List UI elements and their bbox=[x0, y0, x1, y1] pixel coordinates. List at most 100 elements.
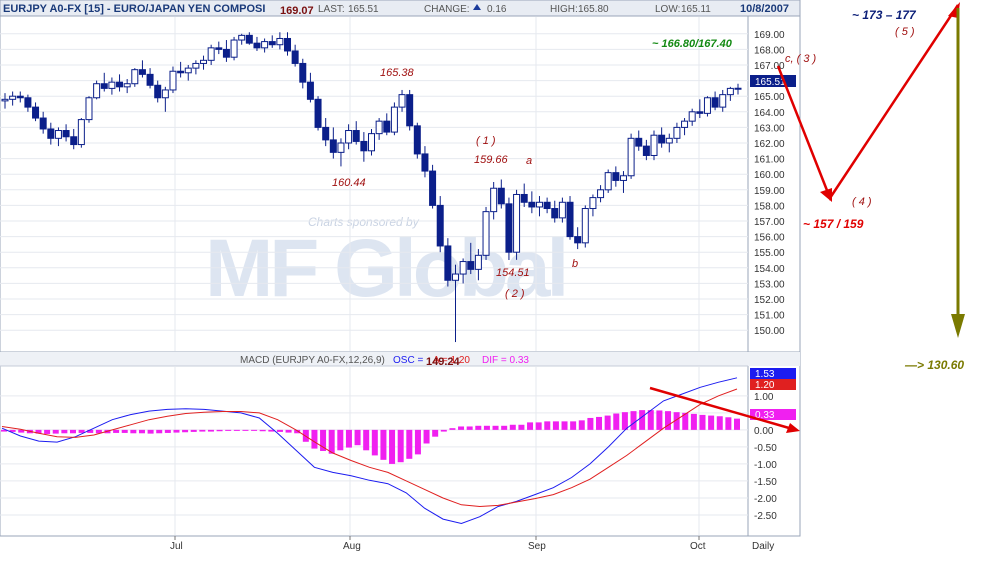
macd-y-tick-label: -1.00 bbox=[754, 460, 777, 471]
annotation-low-149: 149.24 bbox=[426, 356, 461, 368]
macd-y-tick-label: 0.00 bbox=[754, 426, 774, 437]
candle-down bbox=[100, 83, 108, 89]
price-annotations: 169.07 149.24 ~ 166.80/167.40 165.38 160… bbox=[280, 5, 817, 368]
candle-down bbox=[138, 69, 146, 75]
annotation-wave-b: b bbox=[572, 258, 578, 270]
low-label: LOW: bbox=[655, 4, 680, 15]
candle-up bbox=[581, 208, 589, 244]
last-price-tag: 165.51 bbox=[750, 75, 796, 88]
macd-divergence-arrow-icon bbox=[786, 423, 800, 433]
candle-up bbox=[673, 126, 681, 139]
watermark-sponsor-text: Charts sponsored by bbox=[308, 215, 420, 229]
annotation-wave-1: ( 1 ) bbox=[476, 135, 496, 147]
candle-up bbox=[230, 39, 238, 58]
candle-down bbox=[314, 98, 322, 128]
macd-a-label: A = 1.20 bbox=[433, 355, 470, 366]
macd-histogram-bar bbox=[207, 429, 214, 432]
candle-down bbox=[543, 201, 551, 210]
macd-histogram-bar bbox=[52, 429, 59, 434]
macd-histogram-bar bbox=[156, 429, 163, 434]
macd-tag-background bbox=[750, 368, 796, 379]
macd-histogram-bar bbox=[475, 425, 482, 430]
candle-up bbox=[54, 130, 62, 139]
change-label: CHANGE: bbox=[424, 4, 470, 15]
macd-histogram-bar bbox=[320, 429, 327, 451]
macd-y-tick-label: -2.00 bbox=[754, 494, 777, 505]
candle-up bbox=[597, 189, 605, 199]
macd-histogram-bar bbox=[432, 429, 439, 437]
price-y-tick-label: 152.00 bbox=[754, 295, 785, 306]
price-y-tick-label: 167.00 bbox=[754, 61, 785, 72]
macd-histogram-bar bbox=[673, 412, 680, 430]
macd-histogram-bar bbox=[552, 421, 559, 430]
macd-histogram-bar bbox=[734, 418, 740, 430]
macd-histogram-bar bbox=[501, 425, 508, 430]
candle-down bbox=[658, 134, 666, 144]
price-y-tick-label: 168.00 bbox=[754, 45, 785, 56]
macd-histogram-bar bbox=[9, 429, 16, 432]
macd-histogram-bar bbox=[423, 429, 430, 444]
osc-tag-background bbox=[750, 409, 796, 420]
candle-down bbox=[215, 47, 223, 50]
price-y-tick-label: 160.00 bbox=[754, 170, 785, 181]
candle-down bbox=[222, 48, 230, 58]
signal-tag-background bbox=[750, 379, 796, 390]
candle-down bbox=[154, 84, 162, 99]
macd-y-tick-label: 1.00 bbox=[754, 392, 774, 403]
macd-histogram-bar bbox=[173, 429, 180, 433]
candle-up bbox=[207, 47, 215, 61]
candle-down bbox=[696, 111, 704, 114]
macd-histogram-bar bbox=[354, 429, 361, 446]
macd-histogram-bar bbox=[440, 429, 447, 432]
macd-histogram-bar bbox=[130, 429, 137, 434]
price-y-tick-label: 158.00 bbox=[754, 201, 785, 212]
macd-histogram-bar bbox=[389, 429, 396, 464]
macd-histogram bbox=[1, 410, 740, 464]
annotation-160-44: 160.44 bbox=[332, 177, 366, 189]
annotation-wave-5: ( 5 ) bbox=[895, 26, 915, 38]
candle-up bbox=[589, 197, 597, 210]
header-date: 10/8/2007 bbox=[740, 3, 789, 15]
candle-up bbox=[238, 34, 246, 41]
macd-histogram-bar bbox=[561, 421, 568, 430]
projection-wave-line bbox=[776, 4, 960, 201]
macd-histogram-bar bbox=[268, 429, 275, 432]
candle-down bbox=[284, 37, 292, 52]
candle-up bbox=[200, 59, 208, 64]
price-y-tick-label: 157.00 bbox=[754, 217, 785, 228]
macd-histogram-bar bbox=[18, 429, 25, 433]
header-bar: EURJPY A0-FX [15] - EURO/JAPAN YEN COMPO… bbox=[0, 0, 801, 17]
candle-up bbox=[85, 97, 93, 121]
macd-histogram-bar bbox=[725, 417, 732, 430]
candle-up bbox=[688, 111, 696, 122]
candle-down bbox=[467, 261, 475, 270]
macd-histogram-bar bbox=[458, 426, 465, 430]
price-y-tick-label: 151.00 bbox=[754, 311, 785, 322]
candle-down bbox=[566, 201, 574, 238]
candle-down bbox=[16, 95, 24, 99]
candle-down bbox=[551, 208, 559, 219]
price-y-tick-label: 159.00 bbox=[754, 186, 785, 197]
macd-histogram-bar bbox=[44, 429, 51, 434]
projection-arrow-wave4-icon bbox=[820, 188, 832, 202]
candle-up bbox=[161, 89, 169, 99]
macd-histogram-bar bbox=[535, 422, 542, 430]
projection-annotations: ~ 173 – 177 ( 5 ) ( 4 ) ~ 157 / 159 —> 1… bbox=[649, 2, 965, 433]
macd-histogram-bar bbox=[604, 415, 611, 430]
macd-histogram-bar bbox=[233, 429, 240, 431]
candle-down bbox=[635, 137, 643, 147]
candle-up bbox=[77, 119, 85, 146]
candle-up bbox=[513, 193, 521, 253]
candle-up bbox=[184, 67, 192, 74]
macd-histogram-bar bbox=[78, 429, 85, 433]
macd-histogram-bar bbox=[544, 421, 551, 430]
candle-up bbox=[627, 137, 635, 177]
price-y-tick-label: 156.00 bbox=[754, 233, 785, 244]
candle-up bbox=[345, 130, 353, 144]
candle-down bbox=[352, 130, 360, 142]
candle-up bbox=[192, 62, 200, 69]
macd-histogram-bar bbox=[225, 429, 232, 431]
candle-down bbox=[406, 94, 414, 127]
macd-osc-label: OSC = bbox=[393, 355, 423, 366]
candle-down bbox=[444, 245, 452, 281]
